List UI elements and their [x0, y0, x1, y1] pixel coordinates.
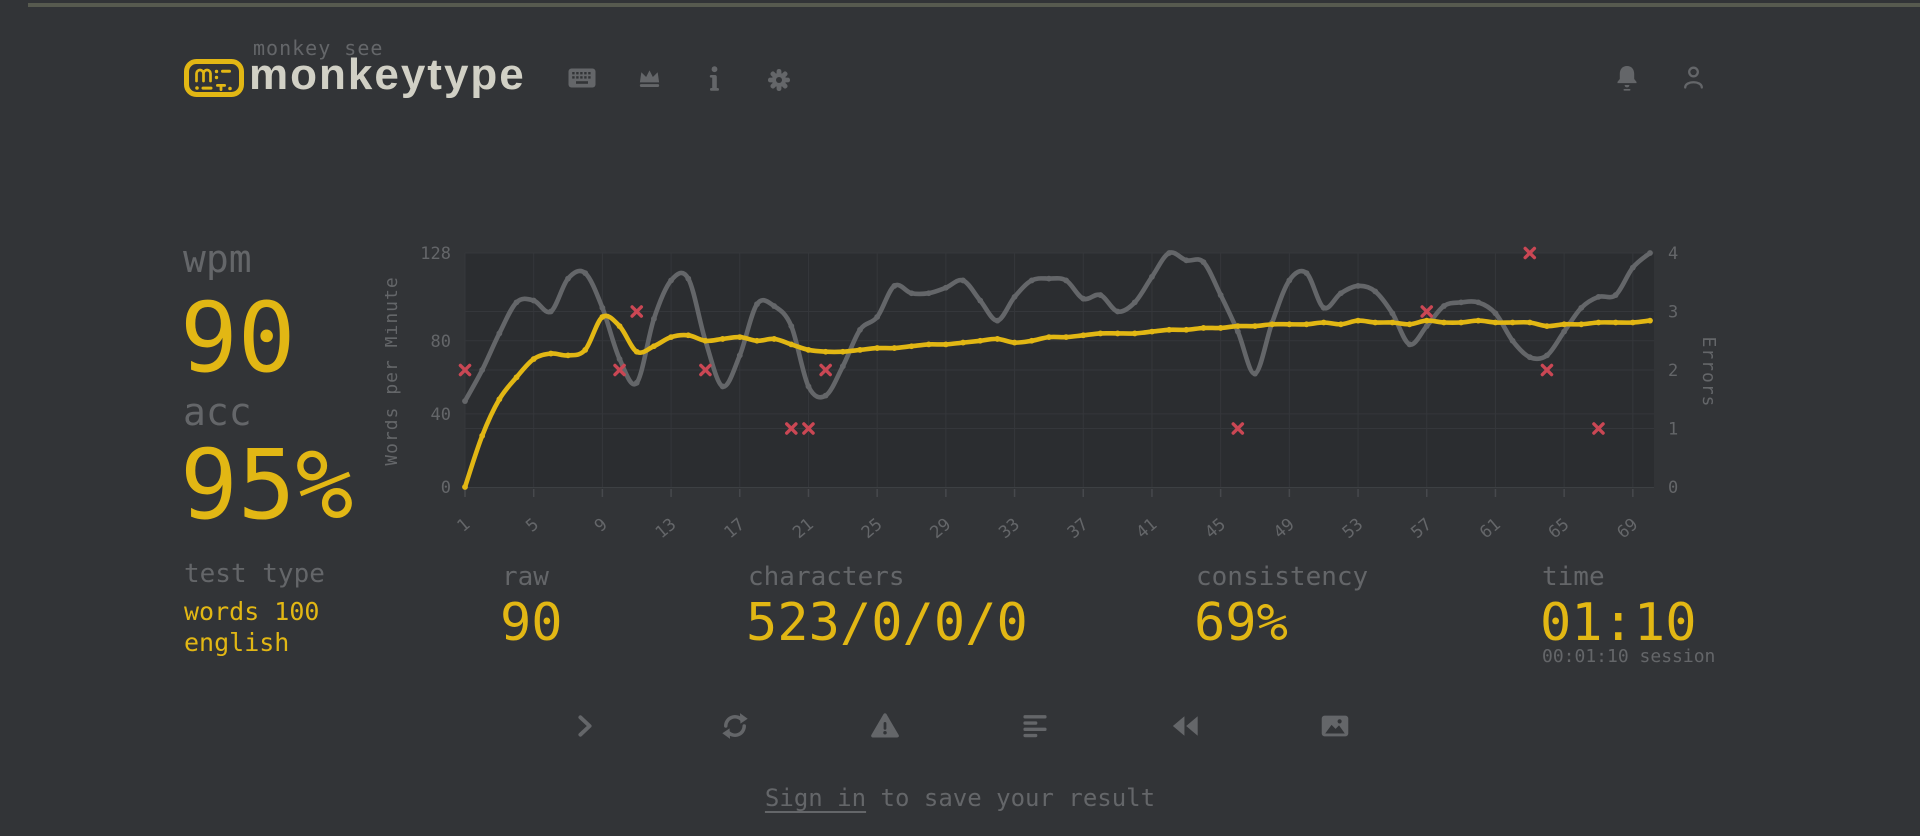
crown-icon: [639, 70, 660, 87]
raw-value: 90: [500, 593, 563, 653]
svg-text:0: 0: [441, 478, 451, 498]
notifications-button[interactable]: [1615, 64, 1639, 91]
notification-bell-icon: [1617, 66, 1637, 91]
svg-text:29: 29: [927, 515, 956, 540]
svg-text:21: 21: [789, 515, 818, 540]
brand-tagline: monkey see: [253, 36, 384, 60]
keyboard-icon: [568, 68, 596, 88]
settings-gear-icon: [768, 69, 790, 91]
svg-text:53: 53: [1339, 515, 1368, 540]
account-button[interactable]: [1681, 64, 1706, 92]
brand-title[interactable]: monkeytype: [249, 50, 526, 99]
acc-label: acc: [183, 390, 252, 434]
wpm-value: 90: [180, 282, 296, 394]
window-top-border: [28, 3, 1920, 7]
svg-text:61: 61: [1476, 515, 1505, 540]
rewind-double-arrow-icon: [1172, 716, 1198, 736]
svg-text:1: 1: [454, 515, 475, 537]
logo[interactable]: [184, 59, 244, 97]
test-type-mode: words 100: [184, 597, 320, 626]
test-type-label: test type: [184, 559, 325, 589]
svg-text:57: 57: [1407, 515, 1436, 540]
nav-about-button[interactable]: [708, 66, 721, 93]
time-label: time: [1542, 562, 1605, 592]
user-profile-icon: [1684, 66, 1703, 89]
time-session-sub: 00:01:10 session: [1542, 646, 1716, 667]
result-actions-row: [0, 711, 1920, 741]
svg-text:49: 49: [1270, 515, 1299, 540]
next-test-button[interactable]: [570, 711, 600, 741]
svg-text:17: 17: [720, 515, 749, 540]
signin-suffix: to save your result: [866, 784, 1156, 812]
svg-text:13: 13: [652, 515, 681, 540]
characters-label: characters: [748, 562, 905, 592]
toggle-words-history-button[interactable]: [1020, 711, 1050, 741]
acc-value: 95%: [180, 429, 354, 541]
wpm-label: wpm: [183, 237, 252, 281]
svg-text:3: 3: [1668, 303, 1678, 323]
test-type-language: english: [184, 628, 290, 657]
svg-text:Errors: Errors: [1698, 336, 1719, 407]
watch-replay-button[interactable]: [1170, 711, 1200, 741]
svg-text:65: 65: [1545, 515, 1574, 540]
report-quote-button[interactable]: [870, 711, 900, 741]
repeat-test-button[interactable]: [720, 711, 750, 741]
svg-text:37: 37: [1064, 515, 1093, 540]
svg-text:69: 69: [1613, 515, 1642, 540]
svg-text:45: 45: [1201, 515, 1230, 540]
consistency-label: consistency: [1196, 562, 1369, 592]
signin-link[interactable]: Sign in: [764, 784, 867, 812]
svg-text:Words per Minute: Words per Minute: [385, 276, 402, 465]
results-chart: 1 5 9 13 17 21 25 29 33 37 41 45 49 53 57 61 65 690408012…: [385, 244, 1719, 540]
nav-leaderboards-button[interactable]: [637, 66, 662, 91]
signin-line: Sign in to save your result: [0, 786, 1920, 810]
characters-value: 523/0/0/0: [746, 593, 1028, 653]
svg-text:9: 9: [591, 515, 612, 537]
nav-start-test-button[interactable]: [568, 68, 596, 88]
svg-text:80: 80: [431, 332, 451, 352]
svg-text:41: 41: [1133, 515, 1162, 540]
svg-text:128: 128: [420, 244, 451, 264]
refresh-icon: [722, 713, 748, 739]
svg-text:2: 2: [1668, 361, 1678, 381]
consistency-value: 69%: [1194, 593, 1288, 653]
warning-triangle-icon: [871, 713, 899, 738]
svg-text:40: 40: [431, 405, 451, 425]
nav-settings-button[interactable]: [766, 67, 792, 93]
raw-label: raw: [502, 562, 549, 592]
align-left-lines-icon: [1023, 715, 1047, 738]
logo-icon: [184, 59, 244, 97]
svg-text:33: 33: [995, 515, 1024, 540]
time-value: 01:10: [1540, 593, 1697, 653]
svg-text:4: 4: [1668, 244, 1678, 264]
svg-text:1: 1: [1668, 420, 1678, 440]
info-icon: [709, 66, 719, 91]
image-icon: [1321, 715, 1349, 737]
copy-to-image-button[interactable]: [1320, 711, 1350, 741]
chevron-right-icon: [578, 715, 592, 737]
svg-text:5: 5: [522, 515, 543, 537]
svg-text:25: 25: [858, 515, 887, 540]
svg-text:0: 0: [1668, 478, 1678, 498]
